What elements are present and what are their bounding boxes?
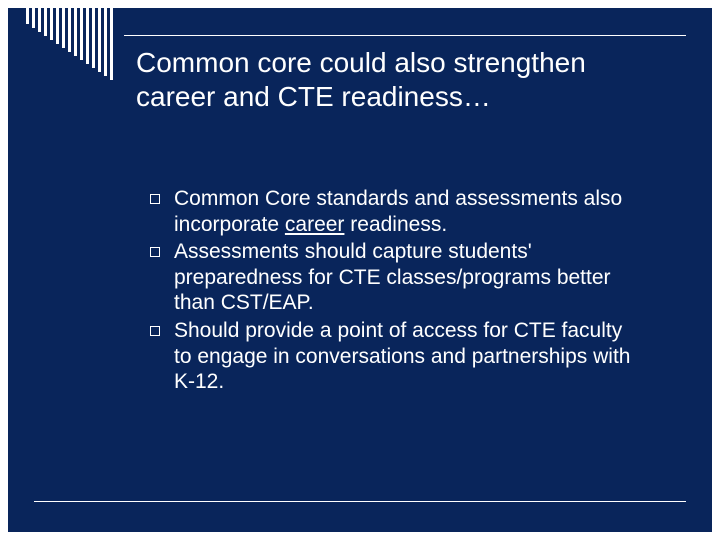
decor-bar <box>74 8 77 56</box>
title-rule <box>124 35 686 36</box>
bullet-text: Assessments should capture students' pre… <box>174 240 611 314</box>
decor-bar <box>44 8 47 36</box>
bullet-text: readiness. <box>344 213 447 236</box>
decor-bar <box>104 8 107 76</box>
decor-bar <box>62 8 65 48</box>
decor-bar <box>92 8 95 68</box>
bullet-underlined: career <box>285 213 345 236</box>
bottom-rule <box>34 501 686 502</box>
bullet-item: Assessments should capture students' pre… <box>150 239 632 316</box>
decor-bar <box>56 8 59 44</box>
bullet-item: Common Core standards and assessments al… <box>150 186 632 237</box>
slide-body: Common Core standards and assessments al… <box>150 186 632 397</box>
decor-bar <box>26 8 29 24</box>
decor-bar <box>68 8 71 52</box>
decor-bar <box>38 8 41 32</box>
decor-bar <box>50 8 53 40</box>
slide-title: Common core could also strengthen career… <box>136 46 652 113</box>
decor-bars <box>26 8 113 80</box>
slide-frame: Common core could also strengthen career… <box>8 8 712 532</box>
bullet-text: Should provide a point of access for CTE… <box>174 319 630 393</box>
decor-bar <box>32 8 35 28</box>
decor-bar <box>80 8 83 60</box>
decor-bar <box>98 8 101 72</box>
decor-bar <box>110 8 113 80</box>
decor-bar <box>86 8 89 64</box>
slide: Common core could also strengthen career… <box>0 0 720 540</box>
bullet-item: Should provide a point of access for CTE… <box>150 318 632 395</box>
